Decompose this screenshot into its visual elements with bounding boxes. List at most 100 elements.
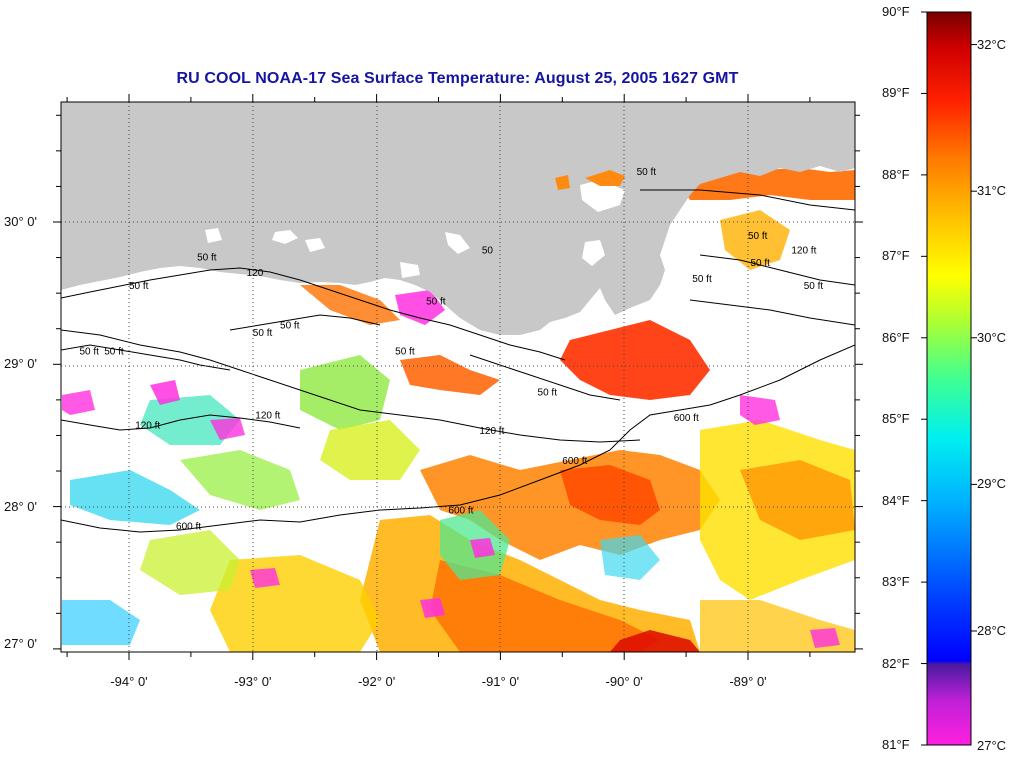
colorbar-c-label: 31°C xyxy=(977,183,1007,199)
land-mass xyxy=(61,102,855,335)
contour-50ft-west xyxy=(61,344,231,371)
sst-patch xyxy=(720,210,790,270)
longitude-label: -92° 0' xyxy=(357,674,396,689)
contour-label: 50 ft xyxy=(79,346,99,357)
lake xyxy=(305,238,325,252)
contour-label: 120 ft xyxy=(135,420,160,431)
colorbar-f-label: 88°F xyxy=(882,166,910,182)
colorbar-f-label: 81°F xyxy=(882,737,910,752)
contour-label: 600 ft xyxy=(674,413,699,424)
sst-patch xyxy=(395,290,445,325)
longitude-label: -90° 0' xyxy=(605,674,643,689)
lake xyxy=(205,228,222,243)
contour-label: 600 ft xyxy=(562,456,587,467)
sst-patch xyxy=(610,630,700,652)
contour-120ft-west xyxy=(61,414,301,431)
contour-label: 600 ft xyxy=(176,521,201,532)
map-title: RU COOL NOAA-17 Sea Surface Temperature:… xyxy=(176,70,739,87)
colorbar-f-label: 83°F xyxy=(882,574,910,590)
sst-patch xyxy=(560,465,660,525)
depth-contours xyxy=(61,189,855,533)
contour-label: 50 ft xyxy=(104,346,124,357)
contour-label: 50 ft xyxy=(804,281,824,292)
contour-east-120 xyxy=(689,299,855,326)
sst-patch xyxy=(140,395,240,445)
sst-patch xyxy=(560,320,710,400)
contour-label: 50 ft xyxy=(637,167,657,178)
contour-120ft xyxy=(61,329,641,443)
contour-label: 50 ft xyxy=(253,328,273,339)
sst-patch xyxy=(810,628,840,648)
sst-patch xyxy=(210,418,245,440)
orange-lake-patch xyxy=(585,170,625,186)
sst-patch xyxy=(150,380,180,405)
sst-patch xyxy=(62,390,95,415)
contour-label: 600 ft xyxy=(448,506,473,517)
colorbar-c-label: 32°C xyxy=(977,36,1007,52)
contour-label: 50 ft xyxy=(748,231,768,242)
sst-patch xyxy=(430,560,660,652)
colorbar-c-label: 27°C xyxy=(977,738,1007,753)
colorbar-f-label: 89°F xyxy=(882,85,910,101)
colorbar-ticks xyxy=(921,11,977,746)
contour-label: 50 ft xyxy=(538,388,558,399)
sst-patch xyxy=(210,555,380,652)
contour-50ft xyxy=(61,267,566,361)
sst-patch xyxy=(140,530,240,595)
latitude-label: 28° 0' xyxy=(4,498,37,514)
longitude-label: -89° 0' xyxy=(729,674,767,689)
lake xyxy=(400,262,420,278)
sst-patch xyxy=(180,450,300,510)
sst-patch xyxy=(740,395,780,425)
contour-label: 50 ft xyxy=(280,321,300,332)
contour-label: 50 ft xyxy=(692,274,712,285)
contour-east-shelf xyxy=(640,189,855,211)
colorbar-c-label: 29°C xyxy=(977,476,1007,492)
colorbar-f-label: 82°F xyxy=(882,655,910,671)
axis-ticks xyxy=(53,94,863,660)
contour-label: 120 ft xyxy=(791,245,816,256)
sst-patch xyxy=(420,598,445,618)
sst-patch xyxy=(70,470,200,525)
orange-lake-patch xyxy=(555,175,570,190)
sst-patch xyxy=(320,420,420,480)
colorbar xyxy=(926,11,972,746)
longitude-label: -93° 0' xyxy=(234,674,272,689)
colorbar-f-label: 90°F xyxy=(882,4,910,19)
latitude-label: 27° 0' xyxy=(4,636,37,651)
sst-patch xyxy=(62,600,140,645)
contour-mid xyxy=(229,314,381,331)
map-frame xyxy=(60,101,856,653)
contour-label: 50 ft xyxy=(426,297,446,308)
contour-label: 50 ft xyxy=(395,346,415,357)
sst-data-layer xyxy=(62,168,855,652)
lake xyxy=(445,232,470,254)
contour-label: 120 ft xyxy=(479,426,504,437)
contour-east-50ft xyxy=(699,254,855,286)
contour-label: 50 ft xyxy=(750,258,770,269)
latitude-label: 30° 0' xyxy=(4,214,37,229)
sst-patch xyxy=(400,355,500,395)
sst-patch xyxy=(470,538,495,558)
longitude-label: -91° 0' xyxy=(481,674,520,689)
colorbar-c-label: 28°C xyxy=(977,622,1007,638)
map-panel: 50 ft 50 ft 120 50 ft 50 ft 50 ft 50 ft 50 ft 50… xyxy=(61,102,855,652)
contour-label: 50 ft xyxy=(197,252,217,263)
colorbar-f-label: 87°F xyxy=(882,248,910,264)
sst-patch xyxy=(740,460,855,540)
contour-label: 50 xyxy=(482,245,494,256)
colorbar-c-label: 30°C xyxy=(977,329,1007,345)
sst-patch xyxy=(300,285,400,325)
colorbar-f-label: 85°F xyxy=(882,411,910,427)
lake xyxy=(272,230,298,244)
colorbar-f-label: 84°F xyxy=(882,492,910,508)
longitude-label: -94° 0' xyxy=(110,674,148,689)
sst-patch xyxy=(600,535,660,580)
contour-label-layer: 50 ft 50 ft 120 50 ft 50 ft 50 ft 50 ft 50 ft 50… xyxy=(79,167,823,532)
inland-lakes xyxy=(205,180,625,278)
colorbar-f-label: 86°F xyxy=(882,329,910,345)
latitude-label: 29° 0' xyxy=(4,356,37,372)
sst-patch xyxy=(250,568,280,588)
contour-label: 120 xyxy=(247,268,264,279)
lake xyxy=(580,180,625,212)
